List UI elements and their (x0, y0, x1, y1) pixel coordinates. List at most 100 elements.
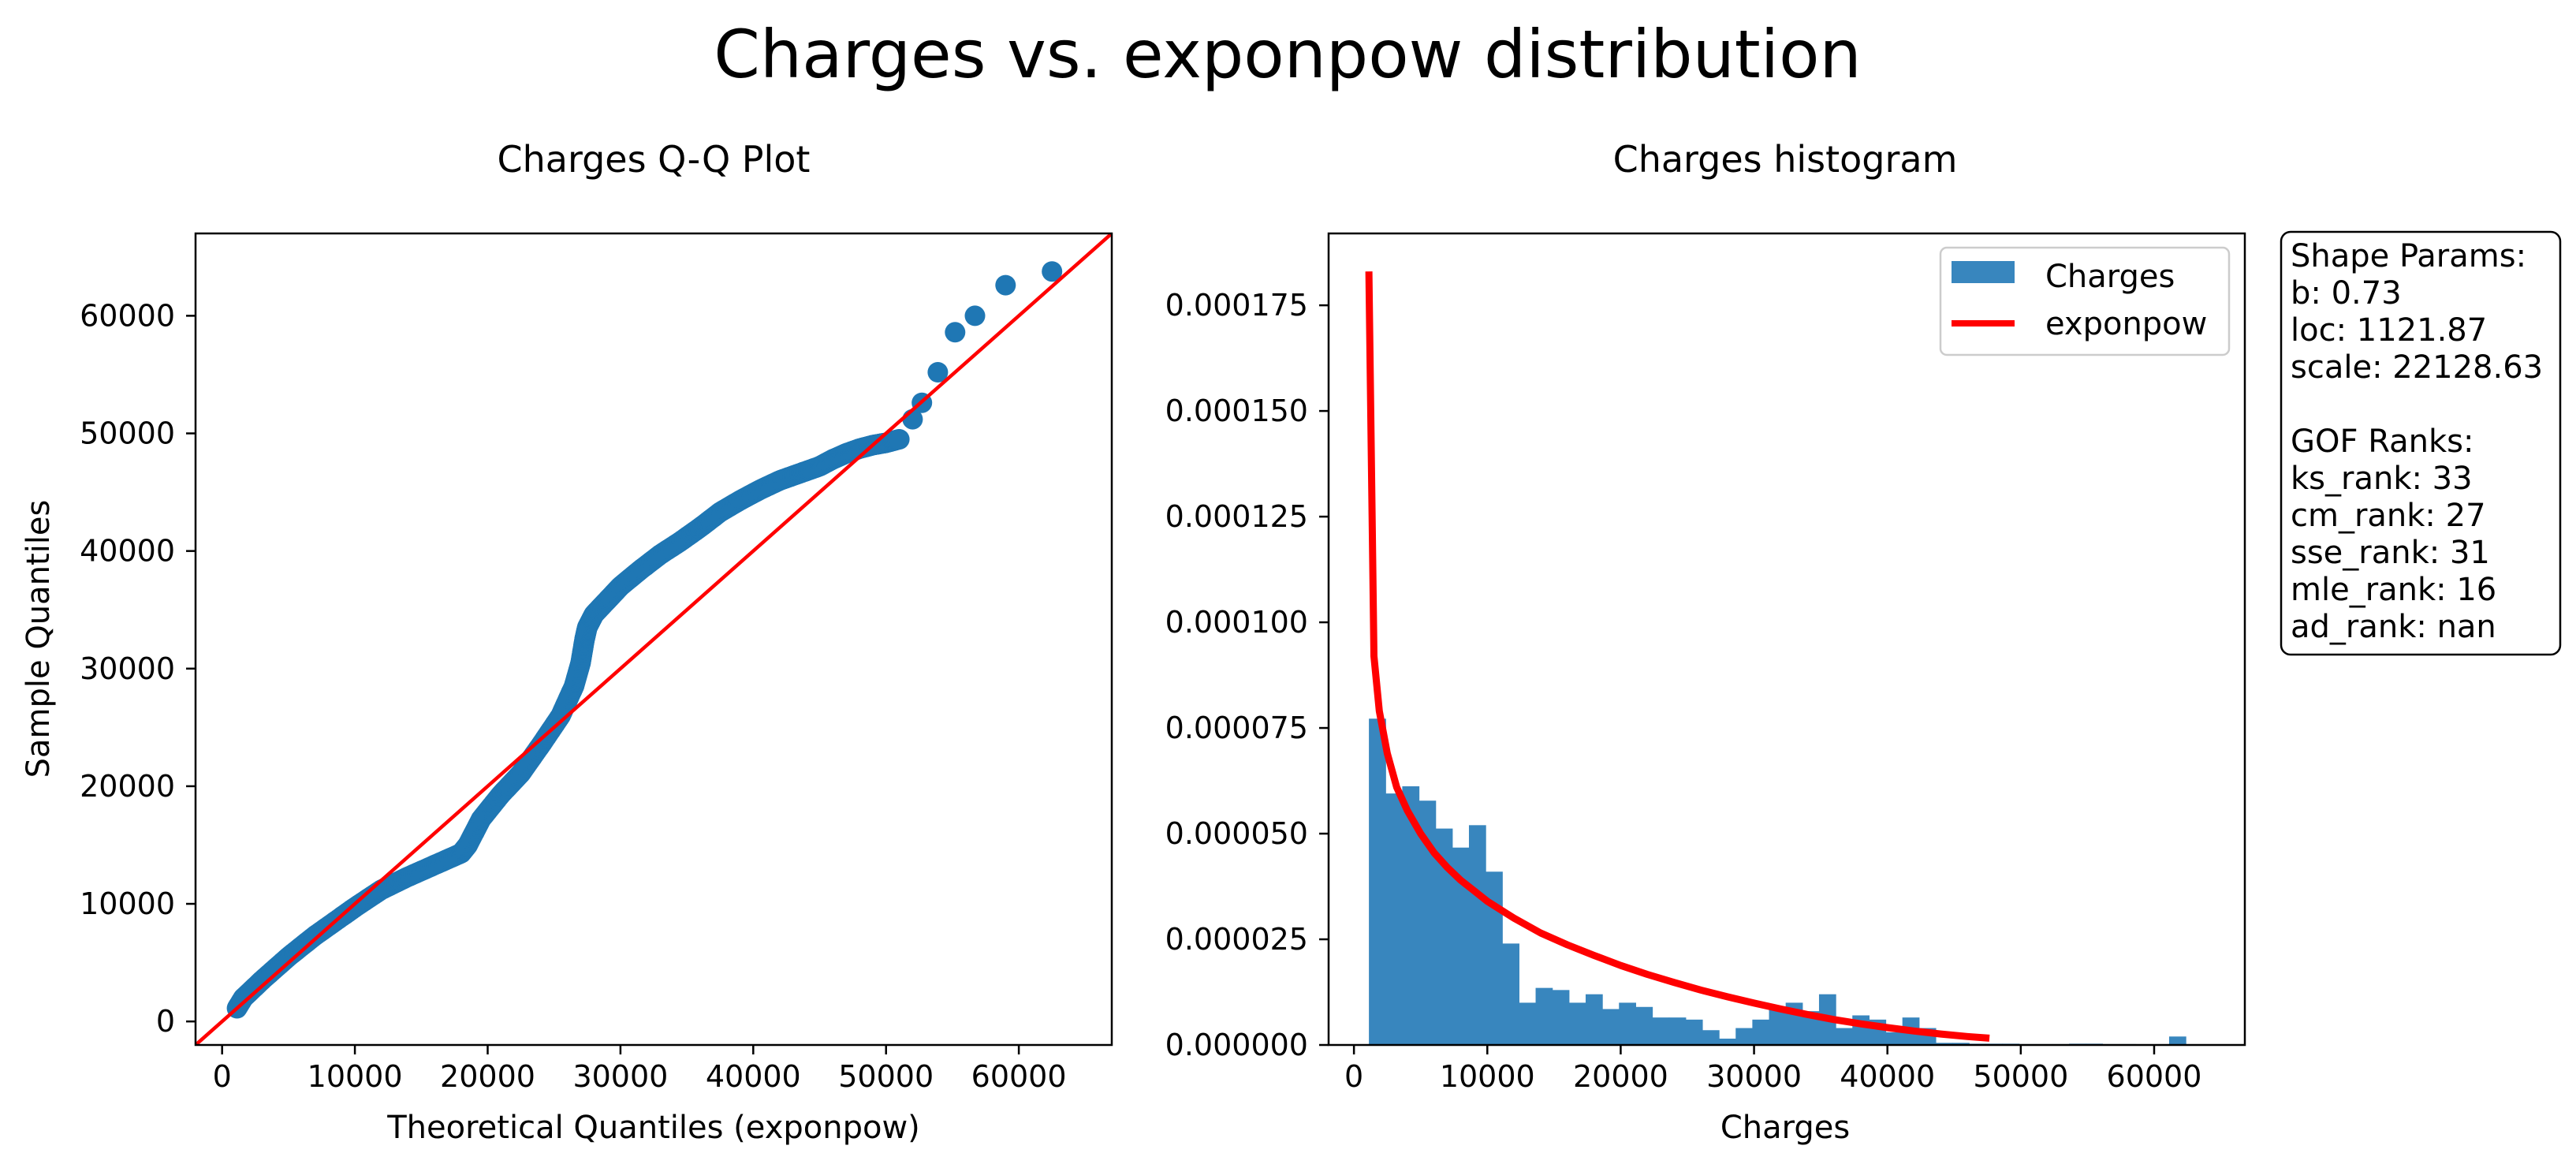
qq-y-tick-label: 60000 (80, 298, 175, 333)
qq-x-tick-label: 10000 (308, 1059, 403, 1094)
histogram-bar (1402, 786, 1420, 1045)
histogram-x-tick-label: 30000 (1706, 1059, 1802, 1094)
qq-outlier-point (927, 362, 949, 382)
histogram-bar (1685, 1019, 1703, 1045)
exponpow-fit-line (1365, 271, 1990, 1042)
histogram-bar (1752, 1019, 1770, 1045)
histogram-x-tick-label: 20000 (1573, 1059, 1668, 1094)
qq-y-tick-label: 40000 (80, 534, 175, 569)
histogram-bar (1935, 1043, 1953, 1045)
info-line-ad-rank: ad_rank: nan (2291, 609, 2496, 645)
qq-plot-title: Charges Q-Q Plot (498, 138, 811, 181)
histogram-y-axis: 0.000000 0.000025 0.000050 0.000075 0.000100… (1165, 288, 1329, 1062)
histogram-y-tick-label: 0.000100 (1165, 605, 1308, 640)
info-line-shape-params: Shape Params: (2291, 238, 2526, 274)
qq-point (889, 429, 910, 450)
histogram-bar (1435, 828, 1453, 1045)
qq-data-group (196, 233, 1112, 1045)
histogram-y-tick-label: 0.000050 (1165, 816, 1308, 851)
histogram-bar (1836, 1028, 1853, 1045)
qq-x-tick-label: 60000 (971, 1059, 1067, 1094)
histogram-bar (1452, 847, 1470, 1045)
histogram-bar (1735, 1028, 1753, 1045)
qq-x-tick-label: 20000 (440, 1059, 535, 1094)
histogram-y-tick-label: 0.000175 (1165, 288, 1308, 323)
histogram-y-tick-label: 0.000000 (1165, 1028, 1308, 1062)
histogram-bar (1719, 1038, 1736, 1045)
histogram-bar (1952, 1043, 1970, 1045)
qq-plot-area (196, 233, 1112, 1045)
fit-info-box: Shape Params: b: 0.73 loc: 1121.87 scale… (2280, 230, 2562, 656)
qq-x-axis: 0 10000 20000 30000 40000 50000 60000 (213, 1045, 1067, 1094)
qq-x-axis-label: Theoretical Quantiles (exponpow) (386, 1110, 920, 1146)
histogram-bar (1619, 1002, 1636, 1045)
histogram-bar (1468, 825, 1486, 1045)
histogram-bar (1418, 800, 1437, 1045)
histogram-x-tick-label: 10000 (1440, 1059, 1535, 1094)
histogram-bar (1635, 1006, 1653, 1045)
qq-outlier-point (1042, 261, 1063, 282)
histogram-bar (1502, 943, 1519, 1046)
info-line-scale: scale: 22128.63 (2291, 349, 2543, 386)
histogram-x-tick-label: 50000 (1973, 1059, 2068, 1094)
histogram-bar (1885, 1032, 1903, 1045)
histogram-panel: Charges histogram 0 10000 20000 30000 40000 5… (1165, 138, 2246, 1146)
histogram-bar (1652, 1017, 1670, 1045)
info-line-sse-rank: sse_rank: 31 (2291, 535, 2490, 571)
info-line-ks-rank: ks_rank: 33 (2291, 461, 2473, 497)
qq-x-tick-label: 30000 (572, 1059, 668, 1094)
qq-y-axis-label: Sample Quantiles (21, 500, 57, 778)
histogram-bar (1602, 1009, 1620, 1045)
qq-y-tick-label: 0 (156, 1004, 175, 1039)
histogram-bar (1568, 1002, 1586, 1045)
qq-outlier-point (995, 274, 1016, 296)
histogram-bar (1519, 1002, 1537, 1045)
info-line-mle-rank: mle_rank: 16 (2291, 572, 2496, 608)
histogram-bar (1668, 1017, 1687, 1045)
legend-swatch-charges (1952, 261, 2015, 283)
qq-plot-panel: Charges Q-Q Plot 0 10000 20000 30000 40000 50… (21, 138, 1113, 1146)
histogram-bar (1385, 793, 1403, 1045)
histogram-bar (1552, 990, 1570, 1045)
histogram-bar (2168, 1036, 2186, 1045)
histogram-bar (1535, 987, 1553, 1045)
histogram-x-axis: 0 10000 20000 30000 40000 50000 60000 (1344, 1045, 2201, 1094)
qq-x-tick-label: 50000 (838, 1059, 934, 1094)
info-box-frame (2280, 230, 2562, 656)
qq-outlier-point (945, 322, 966, 343)
qq-x-tick-label: 0 (213, 1059, 232, 1094)
qq-axes-frame (194, 232, 1113, 1047)
histogram-axes-frame (1327, 232, 2246, 1047)
histogram-y-tick-label: 0.000025 (1165, 922, 1308, 957)
histogram-plot-area (1365, 271, 2186, 1046)
qq-x-tick-label: 40000 (706, 1059, 801, 1094)
qq-y-axis: 0 10000 20000 30000 40000 50000 60000 (80, 298, 196, 1039)
histogram-bar (1585, 994, 1603, 1045)
qq-reference-line (196, 233, 1112, 1045)
qq-y-tick-label: 20000 (80, 769, 175, 804)
legend-label-exponpow: exponpow (2045, 306, 2207, 342)
histogram-y-tick-label: 0.000150 (1165, 394, 1308, 428)
info-line-loc: loc: 1121.87 (2291, 312, 2487, 349)
histogram-x-tick-label: 40000 (1840, 1059, 1935, 1094)
info-line-b: b: 0.73 (2291, 275, 2402, 312)
figure-suptitle: Charges vs. exponpow distribution (714, 16, 1861, 93)
qq-outlier-point (964, 305, 986, 327)
histogram-y-tick-label: 0.000125 (1165, 499, 1308, 534)
histogram-x-axis-label: Charges (1720, 1110, 1850, 1146)
info-line-cm-rank: cm_rank: 27 (2291, 498, 2486, 534)
qq-y-tick-label: 30000 (80, 651, 175, 686)
qq-y-tick-label: 10000 (80, 886, 175, 921)
histogram-legend: Charges exponpow (1939, 246, 2231, 356)
histogram-y-tick-label: 0.000075 (1165, 711, 1308, 745)
histogram-bar (1702, 1030, 1720, 1045)
histogram-title: Charges histogram (1613, 138, 1958, 181)
histogram-x-tick-label: 60000 (2107, 1059, 2202, 1094)
qq-y-tick-label: 50000 (80, 416, 175, 451)
histogram-bar (1486, 871, 1503, 1045)
histogram-bar (1369, 718, 1386, 1045)
info-line-gof-ranks: GOF Ranks: (2291, 424, 2473, 460)
histogram-x-tick-label: 0 (1344, 1059, 1363, 1094)
